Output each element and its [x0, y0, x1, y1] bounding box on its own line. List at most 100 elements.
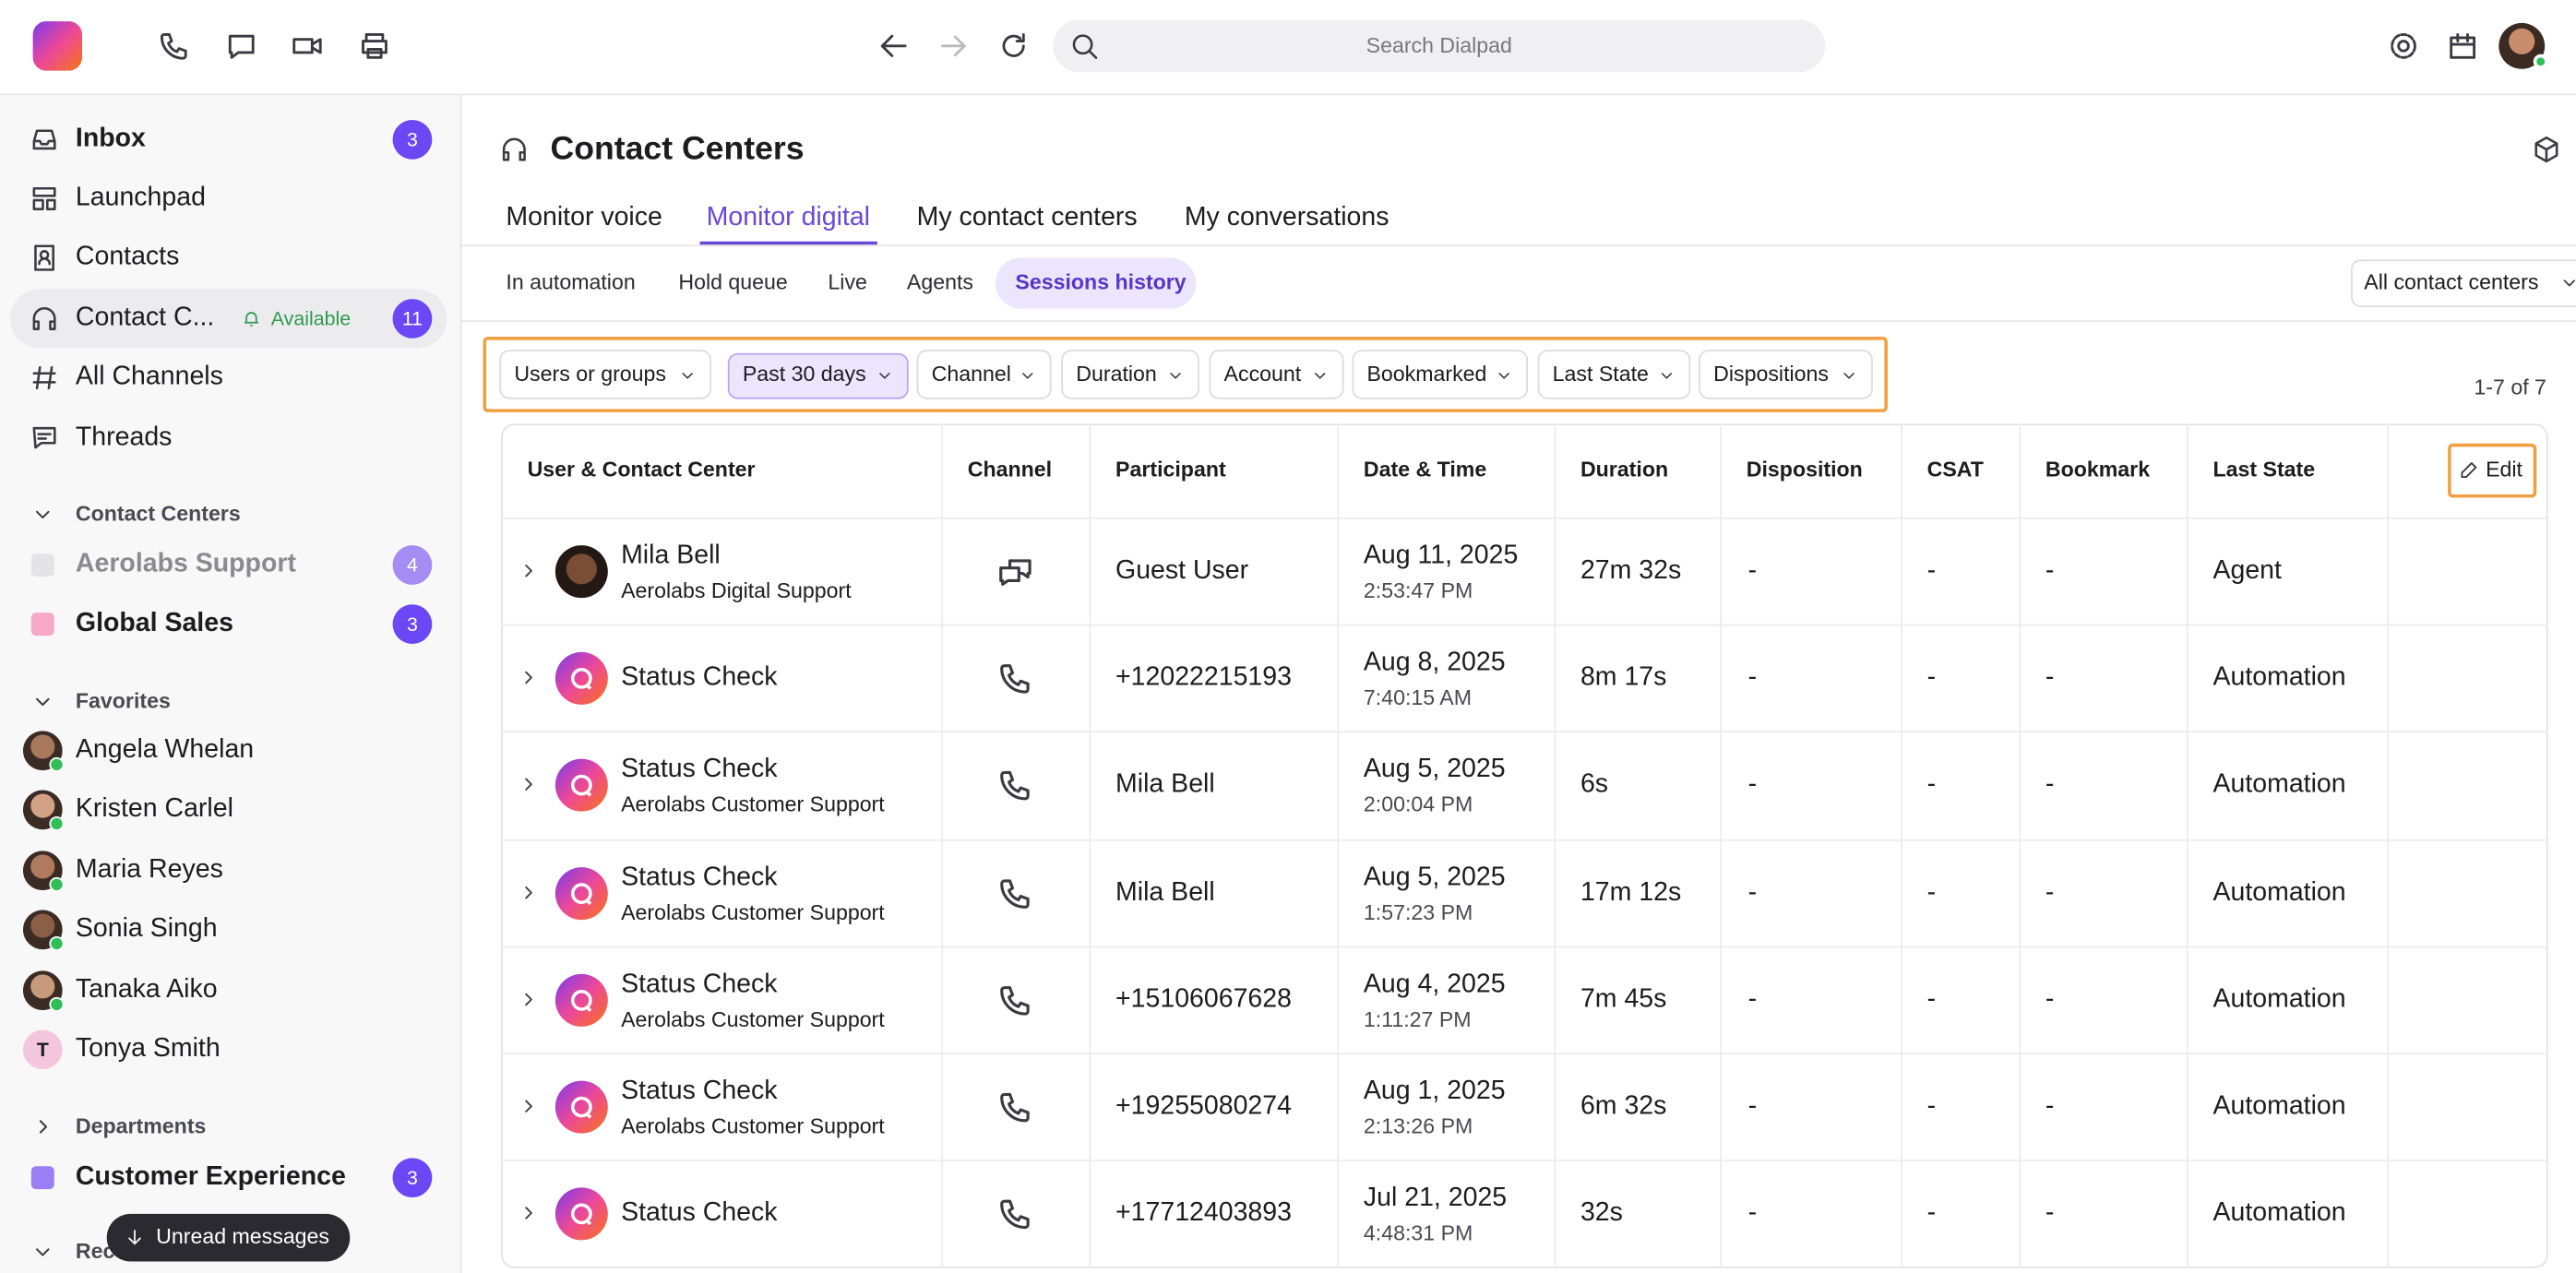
- column-divider: [1554, 423, 1556, 1268]
- filter-chip[interactable]: [727, 352, 909, 399]
- filter-chip[interactable]: [499, 350, 712, 399]
- nav-item[interactable]: Threads: [75, 423, 173, 452]
- date: Aug 1, 2025: [1363, 1077, 1506, 1105]
- tab[interactable]: Monitor voice: [506, 203, 662, 232]
- csat: -: [1926, 1197, 1937, 1227]
- favorite-name[interactable]: Kristen Carlel: [75, 795, 233, 824]
- favorite-name[interactable]: Tanaka Aiko: [75, 974, 218, 1004]
- contact-center: Aerolabs Digital Support: [621, 577, 852, 603]
- contact-center-item[interactable]: Aerolabs Support: [75, 550, 296, 578]
- edit-button[interactable]: [2448, 443, 2537, 498]
- phone-icon[interactable]: [158, 30, 191, 63]
- column-divider: [2186, 423, 2188, 1268]
- filter-label: Duration: [1076, 362, 1157, 387]
- section-chevron: [36, 510, 50, 519]
- bot-avatar: [555, 1186, 608, 1240]
- presence-dot: [49, 756, 65, 772]
- tab[interactable]: My conversations: [1184, 203, 1389, 232]
- expand-chevron[interactable]: [517, 1096, 538, 1117]
- last-state: Automation: [2212, 769, 2346, 798]
- last-state: Agent: [2212, 555, 2282, 585]
- user-name[interactable]: Status Check: [621, 863, 778, 891]
- refresh-icon[interactable]: [997, 30, 1031, 63]
- favorite-name[interactable]: Tonya Smith: [75, 1034, 221, 1064]
- edit-icon: [2460, 461, 2476, 478]
- filter-chip[interactable]: [1061, 350, 1199, 399]
- column-divider: [1720, 423, 1723, 1268]
- toast[interactable]: [106, 1213, 351, 1262]
- subtab[interactable]: Live: [828, 269, 867, 295]
- badge: 11: [392, 299, 433, 339]
- bot-avatar: [555, 757, 608, 811]
- expand-chevron[interactable]: [517, 667, 538, 688]
- nav-item[interactable]: Inbox: [75, 125, 146, 153]
- favorite-name[interactable]: Sonia Singh: [75, 915, 218, 944]
- message-icon[interactable]: [225, 30, 258, 63]
- favorite-name[interactable]: Maria Reyes: [75, 855, 223, 884]
- settings-icon[interactable]: [2387, 30, 2420, 63]
- presence-dot: [49, 816, 65, 832]
- subtab[interactable]: Sessions history: [1015, 269, 1187, 295]
- column-header: Last State: [2212, 457, 2316, 482]
- expand-chevron[interactable]: [517, 774, 538, 795]
- column-header: User & Contact Center: [527, 457, 756, 482]
- nav-icon: [32, 366, 56, 390]
- csat: -: [1926, 984, 1937, 1013]
- last-state: Automation: [2212, 1091, 2346, 1120]
- user-name[interactable]: Status Check: [621, 1197, 778, 1227]
- last-state: Automation: [2212, 1197, 2346, 1227]
- tab[interactable]: Monitor digital: [706, 203, 871, 232]
- duration: 32s: [1580, 1197, 1623, 1227]
- section-title: Departments: [75, 1113, 207, 1139]
- last-state: Automation: [2212, 984, 2346, 1013]
- calendar-icon[interactable]: [2446, 30, 2479, 63]
- filter-chevron: [1021, 372, 1032, 378]
- subtab[interactable]: Agents: [906, 269, 973, 295]
- filter-label: Dispositions: [1713, 362, 1829, 387]
- subtab[interactable]: In automation: [506, 269, 636, 295]
- back-icon[interactable]: [877, 30, 911, 63]
- print-icon[interactable]: [358, 30, 391, 63]
- user-name[interactable]: Status Check: [621, 662, 778, 691]
- column-divider: [1901, 423, 1902, 1268]
- user-name[interactable]: Mila Bell: [621, 541, 721, 569]
- contact-center-select[interactable]: [2351, 259, 2576, 307]
- expand-chevron[interactable]: [517, 882, 538, 903]
- filter-chip[interactable]: [1537, 350, 1691, 399]
- user-name[interactable]: Status Check: [621, 755, 778, 783]
- filter-label: Channel: [931, 362, 1011, 387]
- favorite-name[interactable]: Angela Whelan: [75, 735, 255, 764]
- user-name[interactable]: Status Check: [621, 1077, 778, 1105]
- cube-icon[interactable]: [2532, 135, 2561, 164]
- tab[interactable]: My contact centers: [916, 203, 1138, 232]
- contact-center-item[interactable]: Global Sales: [75, 609, 233, 637]
- subtabs-divider: [461, 320, 2576, 322]
- nav-item[interactable]: Contacts: [75, 243, 180, 271]
- page-title: Contact Centers: [550, 131, 805, 168]
- csat: -: [1926, 662, 1937, 691]
- filter-chip[interactable]: [1352, 350, 1528, 399]
- search-placeholder: Search Dialpad: [1366, 33, 1512, 58]
- bookmark: -: [2045, 877, 2055, 907]
- presence-dot: [49, 876, 65, 892]
- subtab-pill: [996, 257, 1197, 309]
- filter-chip[interactable]: [1699, 350, 1873, 399]
- nav-item[interactable]: All Channels: [75, 363, 223, 391]
- department-item[interactable]: Customer Experience: [75, 1162, 346, 1191]
- search-box[interactable]: [1053, 19, 1826, 73]
- nav-item[interactable]: Contact C...: [75, 303, 215, 332]
- expand-chevron[interactable]: [517, 560, 538, 581]
- section-title: Favorites: [75, 688, 171, 714]
- video-icon[interactable]: [291, 30, 324, 63]
- select-chevron: [2563, 280, 2576, 287]
- user-name[interactable]: Status Check: [621, 970, 778, 998]
- forward-icon[interactable]: [936, 30, 970, 63]
- bookmark: -: [2045, 984, 2055, 1013]
- subtab[interactable]: Hold queue: [678, 269, 788, 295]
- expand-chevron[interactable]: [517, 1202, 538, 1223]
- logo: [32, 21, 83, 71]
- participant: Mila Bell: [1115, 877, 1215, 907]
- status-dot: [2533, 54, 2548, 69]
- expand-chevron[interactable]: [517, 989, 538, 1010]
- nav-item[interactable]: Launchpad: [75, 184, 206, 212]
